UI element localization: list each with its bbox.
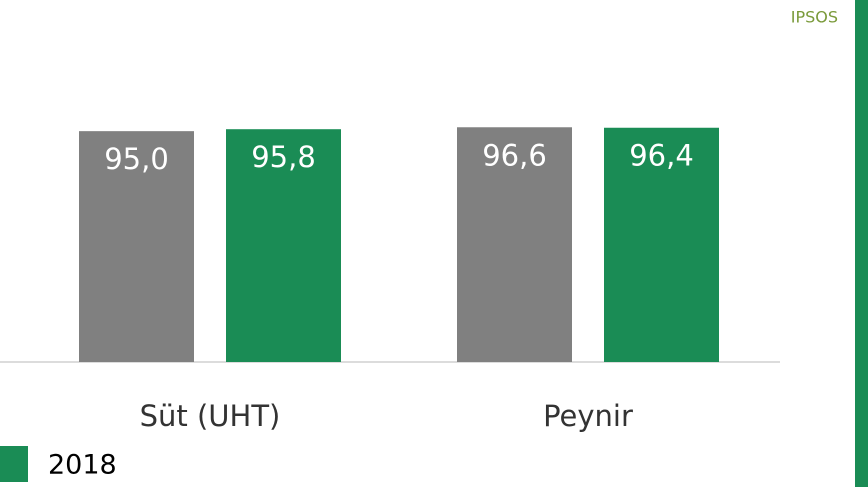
bar <box>604 127 719 362</box>
value-label: 96,4 <box>629 139 694 173</box>
source: IPSOS <box>791 8 838 27</box>
bar <box>79 131 194 362</box>
bar <box>226 129 341 362</box>
legend-swatch <box>0 446 28 482</box>
x-tick-label: Peynir <box>543 399 633 433</box>
value-label: 95,0 <box>104 142 169 176</box>
bar <box>457 127 572 363</box>
side-strip <box>855 0 868 487</box>
value-label: 96,6 <box>482 138 547 172</box>
value-label: 95,8 <box>251 140 316 174</box>
x-tick-label: Süt (UHT) <box>140 399 281 433</box>
legend-label: 2018 <box>48 450 117 481</box>
